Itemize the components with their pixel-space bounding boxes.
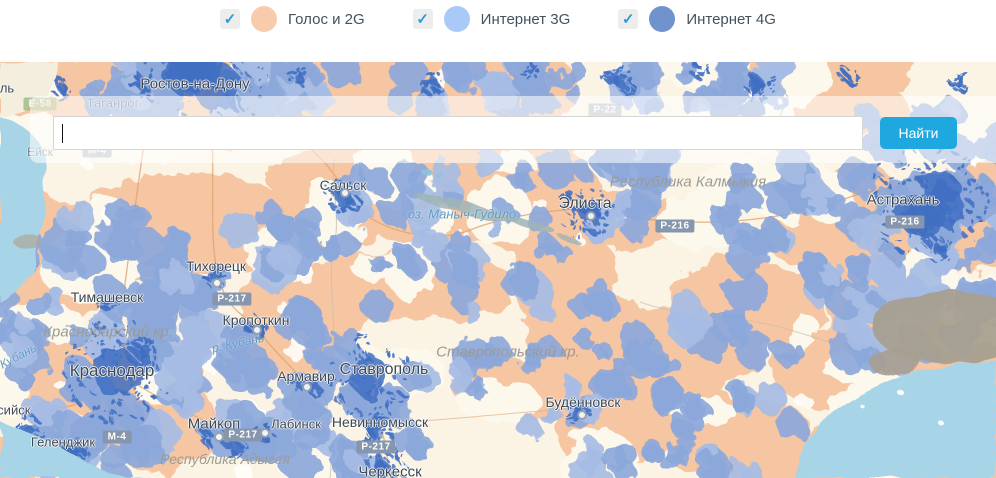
- legend-item-4g[interactable]: ✓ Интернет 4G: [618, 6, 776, 32]
- legend-item-3g[interactable]: ✓ Интернет 3G: [412, 6, 571, 32]
- legend-item-2g[interactable]: ✓ Голос и 2G: [220, 6, 365, 32]
- text-cursor: [62, 124, 63, 143]
- legend-label-2g: Голос и 2G: [288, 10, 365, 28]
- legend-label-3g: Интернет 3G: [480, 10, 571, 28]
- coverage-legend: ✓ Голос и 2G ✓ Интернет 3G ✓ Интернет 4G: [0, 0, 996, 32]
- check-icon: ✓: [622, 10, 635, 28]
- check-icon: ✓: [223, 10, 237, 28]
- coverage-map[interactable]: Ростов-на-ДонульТаганрогЕйскСальскЭлиста…: [0, 62, 996, 478]
- checkbox-3g[interactable]: ✓: [412, 9, 433, 29]
- search-input[interactable]: [53, 116, 863, 150]
- coverage-3g-swatch: [443, 6, 470, 32]
- checkbox-2g[interactable]: ✓: [220, 9, 241, 29]
- coverage-4g-swatch: [649, 6, 676, 32]
- checkbox-4g[interactable]: ✓: [618, 9, 639, 29]
- page-header: ✓ Голос и 2G ✓ Интернет 3G ✓ Интернет 4G: [0, 0, 996, 62]
- coverage-2g-swatch: [251, 6, 278, 32]
- check-icon: ✓: [416, 10, 429, 28]
- legend-label-4g: Интернет 4G: [686, 10, 776, 28]
- search-button[interactable]: Найти: [880, 117, 957, 149]
